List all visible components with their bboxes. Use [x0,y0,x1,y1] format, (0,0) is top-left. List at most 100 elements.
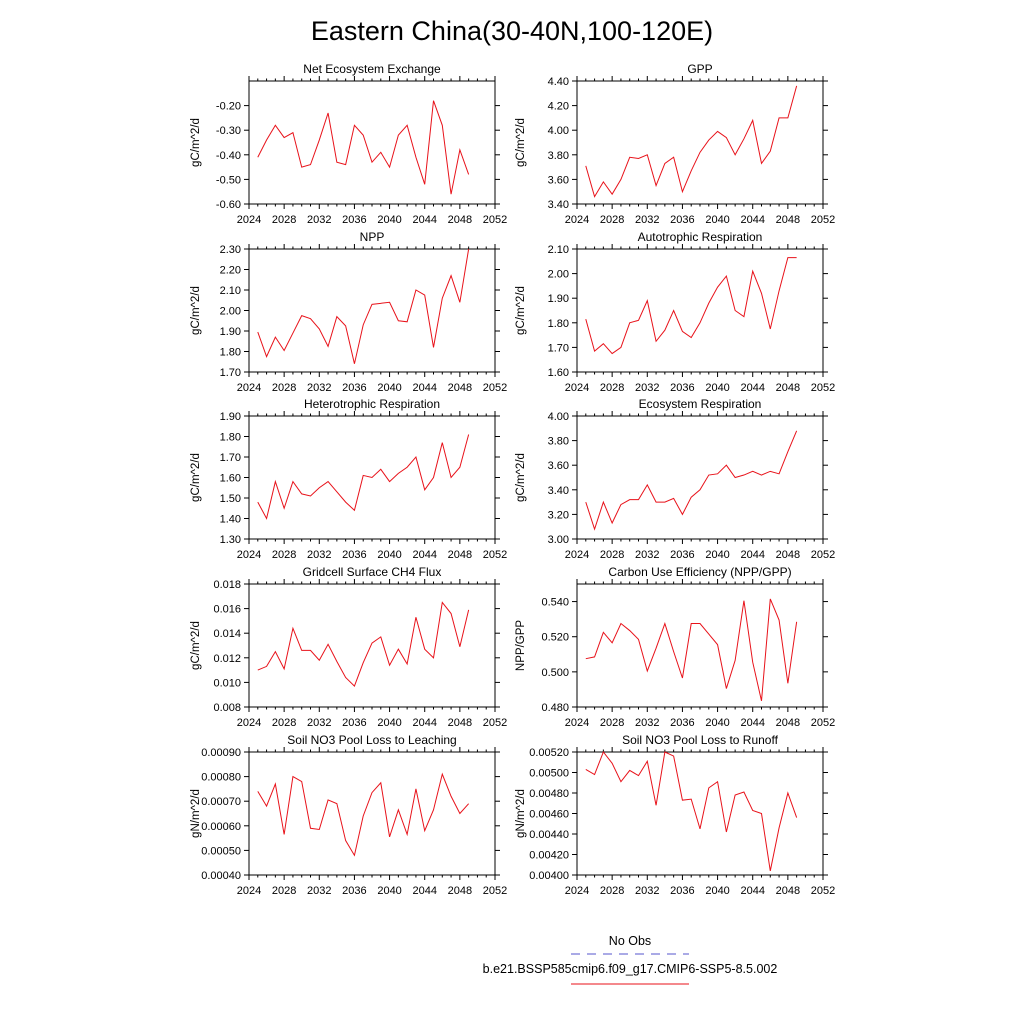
x-tick-label: 2024 [237,885,261,897]
y-tick-label: -0.30 [216,125,241,137]
x-tick-label: 2052 [483,885,507,897]
y-tick-label: 3.80 [548,150,569,162]
chart-title: GPP [687,62,712,76]
x-tick-label: 2040 [377,717,401,729]
x-tick-label: 2036 [670,885,694,897]
x-tick-label: 2048 [448,214,472,226]
y-tick-label: 0.00480 [529,788,569,800]
y-tick-label: 2.10 [548,244,569,256]
legend-obs-label: No Obs [609,934,651,948]
y-tick-label: 0.00440 [529,829,569,841]
series-line [585,750,798,871]
series-line [257,248,470,364]
x-tick-label: 2044 [412,717,436,729]
series-line [257,100,470,195]
plot-frame [576,248,824,373]
x-tick-label: 2036 [670,549,694,561]
y-axis-label: gN/m^2/d [190,789,202,838]
y-tick-label: 1.80 [220,347,241,359]
y-axis-label: gC/m^2/d [190,286,202,335]
x-tick-label: 2028 [272,549,296,561]
chart-panel: Soil NO3 Pool Loss to Runoff 2024 2028 2032… [515,733,835,897]
chart-panel: GPP 2024 2028 2032 2036 2040 2044 2048 2052 3.40 3… [515,62,835,226]
legend: No Obs b.e21.BSSP585cmip6.f09_g17.CMIP6-… [483,934,777,985]
x-tick-label: 2044 [412,885,436,897]
x-tick-label: 2032 [307,382,331,394]
x-tick-label: 2048 [776,717,800,729]
y-tick-label: -0.60 [216,199,241,211]
y-tick-label: 1.30 [220,534,241,546]
y-tick-label: 2.00 [220,306,241,318]
x-tick-label: 2032 [307,885,331,897]
x-tick-label: 2048 [776,885,800,897]
y-axis-label: NPP/GPP [515,620,527,671]
x-tick-label: 2044 [740,214,764,226]
x-tick-label: 2044 [412,549,436,561]
chart-panel: Ecosystem Respiration 2024 2028 2032 2036 204… [515,397,835,561]
y-tick-label: 4.00 [548,411,569,423]
x-tick-label: 2048 [448,382,472,394]
chart-title: Net Ecosystem Exchange [303,62,441,76]
series-line [585,430,798,531]
plot-frame [576,751,824,876]
y-tick-label: 1.60 [548,367,569,379]
x-tick-label: 2036 [342,549,366,561]
x-tick-label: 2032 [635,549,659,561]
x-tick-label: 2032 [635,214,659,226]
y-tick-label: 0.018 [213,579,241,591]
y-tick-label: 1.70 [548,342,569,354]
x-tick-label: 2036 [342,214,366,226]
y-tick-label: 1.70 [220,452,241,464]
x-tick-label: 2024 [565,717,589,729]
x-tick-label: 2040 [377,885,401,897]
y-tick-label: -0.40 [216,150,241,162]
chart-panel: Carbon Use Efficiency (NPP/GPP) 2024 2028 2… [515,565,835,729]
x-tick-label: 2040 [705,717,729,729]
y-tick-label: 0.014 [213,628,241,640]
x-tick-label: 2044 [412,382,436,394]
chart-title: Carbon Use Efficiency (NPP/GPP) [608,565,791,579]
x-tick-label: 2024 [237,717,261,729]
plot-frame [248,80,496,205]
x-tick-label: 2024 [565,885,589,897]
y-tick-label: 2.20 [220,265,241,277]
series-line [585,598,798,701]
x-tick-label: 2036 [342,717,366,729]
y-tick-label: 0.00080 [201,772,241,784]
x-tick-label: 2028 [600,382,624,394]
x-tick-label: 2036 [342,382,366,394]
x-tick-label: 2052 [811,885,835,897]
series-line [257,434,470,520]
x-tick-label: 2052 [483,382,507,394]
chart-title: Autotrophic Respiration [638,230,763,244]
x-tick-label: 2048 [776,214,800,226]
y-tick-label: 0.00060 [201,821,241,833]
y-axis-label: gC/m^2/d [190,621,202,670]
plot-frame [576,80,824,205]
y-axis-label: gC/m^2/d [190,118,202,167]
x-tick-label: 2032 [307,214,331,226]
y-tick-label: 0.00090 [201,747,241,759]
y-tick-label: 0.010 [213,677,241,689]
y-tick-label: 4.40 [548,76,569,88]
x-tick-label: 2052 [483,549,507,561]
chart-title: NPP [360,230,385,244]
x-tick-label: 2024 [565,382,589,394]
y-tick-label: 3.40 [548,199,569,211]
x-tick-label: 2028 [272,214,296,226]
x-tick-label: 2048 [448,549,472,561]
chart-panel: Gridcell Surface CH4 Flux 2024 2028 2032 203… [190,565,507,729]
x-tick-label: 2040 [705,549,729,561]
x-tick-label: 2024 [237,549,261,561]
y-tick-label: 0.016 [213,604,241,616]
plot-frame [248,248,496,373]
y-axis-label: gC/m^2/d [190,453,202,502]
y-tick-label: 0.008 [213,702,241,714]
x-tick-label: 2048 [448,717,472,729]
y-tick-label: 0.540 [541,597,569,609]
chart-panel: Net Ecosystem Exchange 2024 2028 2032 2036 20… [190,62,507,226]
chart-panel: Heterotrophic Respiration 2024 2028 2032 203… [190,397,507,561]
y-tick-label: 1.70 [220,367,241,379]
y-tick-label: 0.00520 [529,747,569,759]
y-tick-label: 3.40 [548,485,569,497]
